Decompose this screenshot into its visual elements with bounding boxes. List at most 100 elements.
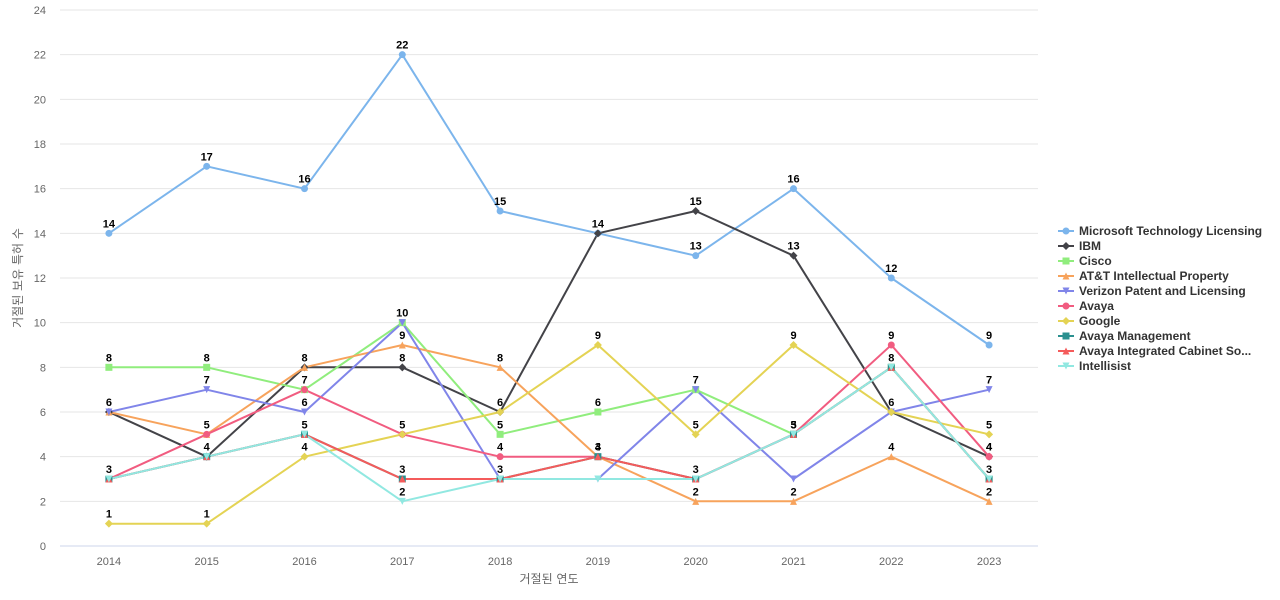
- y-axis-title: 거절된 보유 특허 수: [11, 228, 25, 328]
- data-label: 7: [693, 375, 699, 387]
- data-label: 8: [888, 352, 894, 364]
- data-label: 16: [298, 174, 310, 186]
- series-marker: [398, 430, 407, 439]
- y-tick-label: 20: [34, 94, 46, 106]
- series-marker: [105, 408, 113, 416]
- legend-label: Avaya Management: [1079, 329, 1191, 343]
- series-marker: [202, 519, 211, 528]
- data-label: 1: [204, 509, 210, 521]
- series-marker: [1062, 242, 1070, 250]
- data-label: 2: [399, 486, 405, 498]
- series-marker: [790, 185, 797, 193]
- data-label: 4: [986, 442, 993, 454]
- data-label: 16: [787, 174, 799, 186]
- data-label: 2: [986, 486, 992, 498]
- series-marker: [496, 363, 504, 371]
- legend-item[interactable]: Verizon Patent and Licensing: [1058, 284, 1246, 298]
- series-marker: [692, 386, 700, 394]
- series-marker: [985, 430, 994, 439]
- series-marker: [1062, 272, 1070, 280]
- series-markers: [104, 51, 994, 528]
- x-tick-label: 2021: [781, 556, 805, 568]
- y-tick-label: 18: [34, 139, 46, 151]
- data-label: 9: [888, 330, 894, 342]
- series-marker: [496, 207, 504, 215]
- series-line: [107, 321, 991, 480]
- data-label: 4: [986, 442, 993, 454]
- data-label: 4: [204, 442, 211, 454]
- data-label: 15: [690, 196, 702, 208]
- data-label: 3: [106, 464, 112, 476]
- series-marker: [691, 430, 700, 439]
- legend-item[interactable]: Avaya Integrated Cabinet So...: [1058, 344, 1251, 358]
- legend-item[interactable]: Google: [1058, 314, 1121, 328]
- data-label: 6: [497, 397, 503, 409]
- data-label: 13: [787, 241, 799, 253]
- series-marker: [496, 408, 505, 416]
- series-marker: [887, 274, 895, 282]
- series-marker: [1062, 227, 1070, 235]
- series-marker: [1062, 362, 1070, 370]
- series-marker: [789, 341, 798, 349]
- data-label: 14: [592, 218, 605, 230]
- data-label: 8: [301, 352, 307, 364]
- data-label: 10: [396, 308, 408, 320]
- series-marker: [1062, 257, 1070, 265]
- x-tick-label: 2015: [194, 556, 218, 568]
- legend-label: Intellisist: [1079, 359, 1131, 373]
- legend-item[interactable]: Avaya: [1058, 299, 1114, 313]
- data-label: 22: [396, 40, 408, 52]
- series-marker: [105, 229, 113, 237]
- x-tick-label: 2016: [292, 556, 316, 568]
- series-marker: [1062, 332, 1070, 340]
- series-line: [107, 344, 991, 480]
- data-label: 13: [690, 241, 702, 253]
- data-label: 8: [204, 352, 210, 364]
- series-marker: [691, 207, 700, 215]
- data-label: 5: [301, 419, 307, 431]
- series-marker: [105, 475, 113, 483]
- legend-item[interactable]: Avaya Management: [1058, 329, 1191, 343]
- series-marker: [692, 252, 700, 260]
- series-marker: [985, 341, 993, 349]
- data-label: 5: [790, 419, 796, 431]
- series-marker: [301, 408, 308, 416]
- series-marker: [594, 475, 602, 483]
- series-line: [107, 366, 991, 503]
- data-label: 5: [497, 419, 503, 431]
- legend-item[interactable]: AT&T Intellectual Property: [1058, 269, 1229, 283]
- series-marker: [985, 453, 993, 461]
- series-line: [107, 53, 991, 346]
- legend-item[interactable]: Intellisist: [1058, 359, 1131, 373]
- legend-label: Cisco: [1079, 254, 1112, 268]
- legend-item[interactable]: Microsoft Technology Licensing: [1058, 224, 1262, 238]
- data-label: 3: [497, 464, 503, 476]
- data-label: 12: [885, 263, 897, 275]
- data-label: 3: [693, 464, 699, 476]
- series-marker: [1062, 347, 1070, 355]
- data-label: 6: [106, 397, 112, 409]
- data-label: 14: [103, 218, 116, 230]
- series-marker: [301, 363, 308, 371]
- legend-item[interactable]: Cisco: [1058, 254, 1112, 268]
- x-tick-label: 2019: [586, 556, 610, 568]
- series-marker: [887, 453, 895, 461]
- series-marker: [398, 497, 406, 505]
- legend-label: Avaya Integrated Cabinet So...: [1079, 344, 1251, 358]
- series-marker: [203, 363, 211, 371]
- legend-item[interactable]: IBM: [1058, 239, 1101, 253]
- series-line: [107, 344, 991, 525]
- data-label: 4: [497, 442, 504, 454]
- data-label: 4: [301, 442, 308, 454]
- data-label: 4: [888, 442, 895, 454]
- x-tick-label: 2023: [977, 556, 1001, 568]
- series-marker: [985, 497, 993, 505]
- y-tick-label: 4: [40, 452, 46, 464]
- legend-label: Verizon Patent and Licensing: [1079, 284, 1246, 298]
- data-label: 8: [399, 352, 405, 364]
- data-label: 15: [494, 196, 506, 208]
- x-tick-label: 2022: [879, 556, 903, 568]
